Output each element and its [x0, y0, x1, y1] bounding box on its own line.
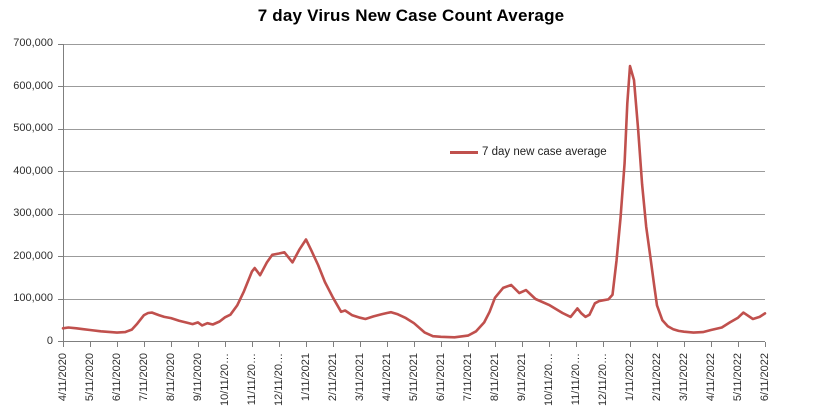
gridline [63, 213, 765, 215]
gridline [63, 298, 765, 300]
y-axis-label: 600,000 [13, 79, 53, 92]
y-axis-tick [58, 256, 63, 257]
x-axis-tick [494, 342, 496, 347]
gridline [63, 171, 765, 172]
y-axis-label: 400,000 [13, 164, 53, 177]
x-axis-tick [143, 342, 145, 347]
x-axis-tick [683, 342, 685, 347]
x-axis-tick [413, 342, 415, 347]
gridline [63, 43, 765, 45]
series-polyline [61, 64, 767, 339]
x-axis-tick [737, 342, 739, 347]
y-axis-label: 700,000 [13, 37, 53, 49]
x-axis-tick [710, 342, 712, 347]
y-axis-tick [58, 43, 63, 45]
chart-title: 7 day Virus New Case Count Average [257, 6, 565, 25]
x-axis-tick [224, 342, 226, 347]
y-axis-label: 300,000 [13, 207, 53, 219]
x-axis-tick [89, 342, 91, 347]
y-axis-label: 200,000 [13, 249, 53, 262]
x-axis-tick [467, 342, 469, 347]
x-axis-tick [656, 342, 658, 347]
y-axis-tick [58, 298, 63, 300]
x-axis-tick [251, 342, 253, 347]
x-axis-tick [170, 342, 172, 347]
x-axis-tick [548, 342, 550, 347]
gridline [63, 86, 765, 87]
x-axis-tick [629, 342, 631, 347]
y-axis-tick [58, 128, 63, 130]
y-axis-label: 0 [46, 334, 53, 347]
y-axis-label: 500,000 [13, 122, 53, 134]
x-axis-tick [116, 342, 118, 347]
gridline [63, 256, 765, 257]
x-axis-tick [332, 342, 334, 347]
legend: 7 day new case average [450, 145, 607, 159]
legend-label: 7 day new case average [482, 146, 607, 158]
x-axis-tick [197, 342, 199, 347]
y-axis-label: 100,000 [13, 292, 53, 304]
x-axis-tick [386, 342, 388, 347]
x-axis-tick [521, 342, 523, 347]
x-axis-tick [359, 342, 361, 347]
gridline [63, 128, 765, 130]
x-axis-tick [764, 342, 766, 347]
x-axis-tick [62, 342, 64, 347]
x-axis-tick [440, 342, 442, 347]
x-axis-line [58, 341, 765, 342]
x-axis-tick [305, 342, 307, 347]
x-axis-tick [278, 342, 280, 347]
legend-line-swatch [450, 150, 478, 154]
y-axis-tick [58, 171, 63, 172]
y-axis-tick [58, 213, 63, 215]
y-axis-tick [58, 86, 63, 87]
x-axis-tick [602, 342, 604, 347]
x-axis-tick [575, 342, 577, 347]
y-axis-line [62, 44, 64, 343]
